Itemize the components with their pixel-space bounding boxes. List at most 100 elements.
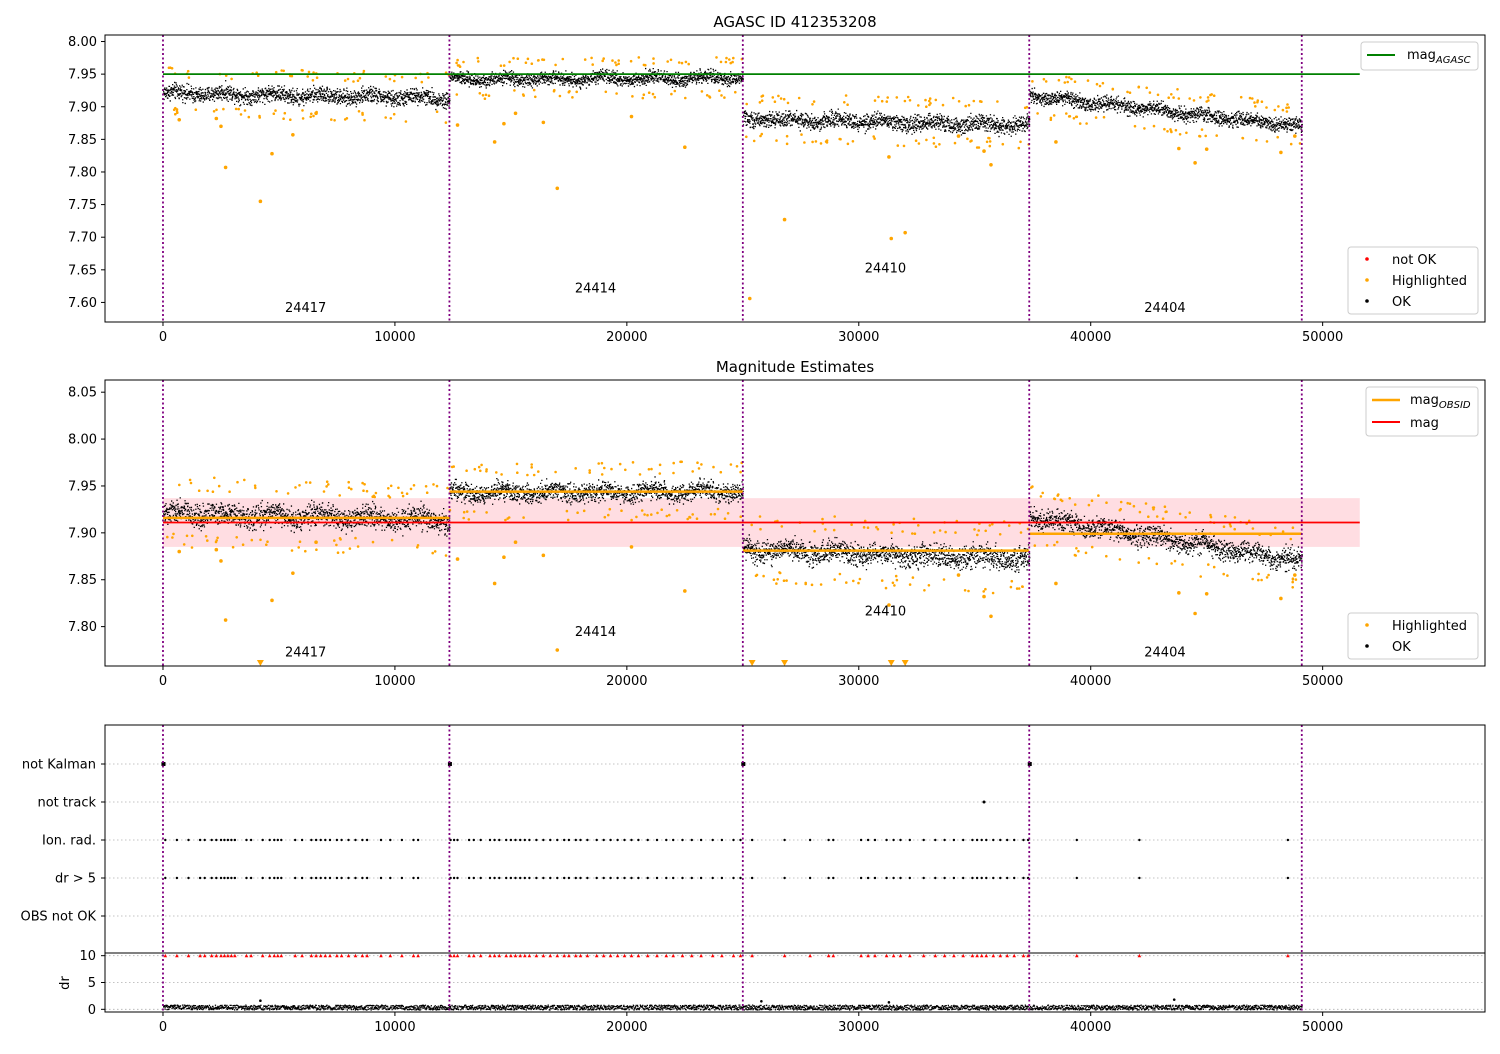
y-tick-label: 7.95 [68, 68, 97, 83]
agasc-legend-bottom: not OK Highlighted OK [1347, 246, 1479, 315]
x-tick-label: 50000 [1302, 1020, 1343, 1035]
y-tick-label: 7.90 [68, 526, 97, 541]
highlighted-point [492, 581, 497, 586]
magnitude-estimates-panel-x-axis: 0 10000 20000 30000 40000 50000 [159, 666, 1343, 689]
not-kalman-mark [447, 762, 452, 766]
legend-highlighted-marker [1365, 278, 1369, 282]
dr-axis-label: dr [58, 976, 73, 990]
x-tick-label: 50000 [1302, 674, 1343, 689]
x-tick-label: 40000 [1070, 330, 1111, 345]
legend-highlighted-label: Highlighted [1392, 619, 1467, 634]
x-tick-label: 10000 [374, 674, 415, 689]
obsid-label: 24414 [575, 625, 616, 640]
obsid-label: 24410 [865, 261, 906, 276]
y-tick-label: 7.90 [68, 100, 97, 115]
flag-row-label: dr > 5 [55, 872, 96, 887]
highlighted-point [219, 559, 223, 563]
agasc-panel-x-axis: 0 10000 20000 30000 40000 50000 [159, 322, 1343, 345]
y-tick-label: 7.80 [68, 165, 97, 180]
flag-row-label: OBS not OK [21, 910, 97, 925]
y-tick-label: 7.80 [68, 620, 97, 635]
y-tick-label: 7.75 [68, 198, 97, 213]
dr-tick-label: 0 [88, 1003, 96, 1018]
obsid-label: 24404 [1144, 646, 1185, 661]
not-kalman-mark [1027, 762, 1032, 766]
highlighted-point [1177, 591, 1181, 595]
y-tick-label: 7.65 [68, 263, 97, 278]
offscale-marker [781, 660, 789, 666]
legend-not-ok-marker [1365, 257, 1369, 261]
dr-outlier-point [887, 1001, 891, 1004]
flags-panel-data [105, 725, 1485, 1012]
highlighted-point [177, 549, 182, 554]
highlighted-point [1054, 140, 1058, 144]
obsid-label: 24417 [285, 646, 326, 661]
flag-row-label: not Kalman [22, 758, 96, 773]
agasc-legend-top: magAGASC [1360, 41, 1479, 71]
obsid-label: 24414 [575, 282, 616, 297]
flags-panel-x-axis: 0 10000 20000 30000 40000 50000 [159, 1012, 1343, 1035]
legend-ok-label: OK [1392, 295, 1411, 310]
agasc-panel-obsid-labels: 24417 24414 24410 24404 [285, 261, 1186, 316]
highlighted-point [455, 557, 460, 561]
x-tick-label: 10000 [374, 1020, 415, 1035]
highlighted-point [747, 296, 752, 301]
agasc-panel-title: AGASC ID 412353208 [713, 13, 876, 31]
highlighted-point [629, 114, 634, 119]
highlighted-point [1279, 596, 1283, 601]
x-tick-label: 20000 [606, 674, 647, 689]
legend-not-ok-label: not OK [1392, 253, 1437, 268]
agasc-panel: AGASC ID 412353208 0 10000 20000 30000 40000… [68, 13, 1486, 345]
dr-outlier-point [760, 999, 763, 1003]
highlighted-point [1293, 134, 1297, 138]
offscale-marker [887, 660, 895, 666]
not-kalman-mark [161, 762, 166, 766]
x-tick-label: 20000 [606, 330, 647, 345]
highlighted-point [314, 540, 318, 545]
highlighted-point [1204, 147, 1209, 151]
dr-point-cloud [163, 1004, 1303, 1011]
offscale-marker [901, 660, 909, 666]
y-tick-label: 7.85 [68, 133, 97, 148]
legend-highlighted-marker [1365, 623, 1369, 627]
x-tick-label: 10000 [374, 330, 415, 345]
magnitude-estimates-panel: Magnitude Estimates 0 10000 20000 30000 4000… [68, 358, 1486, 689]
flags-panel-row-labels: not Kalman not track Ion. rad. dr > 5 OBS no… [21, 758, 105, 925]
highlighted-point [1177, 146, 1181, 151]
dr-tick-label: 5 [88, 976, 96, 991]
x-tick-label: 0 [159, 1020, 167, 1035]
highlighted-point [502, 121, 506, 126]
magnitude-legend-top: magOBSID mag [1365, 386, 1479, 437]
x-tick-label: 40000 [1070, 674, 1111, 689]
x-tick-label: 0 [159, 330, 167, 345]
legend-ok-marker [1365, 299, 1369, 303]
magnitude-legend-bottom: Highlighted OK [1347, 612, 1479, 660]
ok-point-cloud [742, 534, 1031, 573]
legend-ok-marker [1365, 644, 1369, 648]
highlighted-point [629, 545, 634, 549]
ion-rad-marks [164, 838, 1290, 842]
highlighted-point [492, 140, 497, 144]
legend-mag-obsid-sub: OBSID [1439, 400, 1471, 411]
dr-outlier-point [1172, 998, 1176, 1001]
magnitude-estimates-panel-obsid-labels: 24417 24414 24410 24404 [285, 604, 1186, 660]
obsid-label: 24417 [285, 301, 326, 316]
y-tick-label: 7.95 [68, 479, 97, 494]
obsid-label: 24410 [865, 604, 906, 619]
highlighted-point [214, 547, 219, 552]
legend-highlighted-label: Highlighted [1392, 274, 1467, 289]
highlighted-point [455, 123, 460, 127]
x-tick-label: 30000 [838, 330, 879, 345]
highlighted-point [214, 116, 219, 121]
highlighted-point [314, 111, 318, 116]
highlighted-point [1204, 591, 1209, 596]
highlighted-point [1279, 150, 1283, 155]
highlighted-point [291, 132, 295, 137]
highlighted-point [177, 117, 182, 122]
highlighted-point [502, 555, 506, 560]
highlighted-point [541, 120, 546, 125]
offscale-marker [256, 660, 264, 666]
highlighted-point [989, 614, 993, 619]
not-kalman-mark [741, 762, 746, 766]
